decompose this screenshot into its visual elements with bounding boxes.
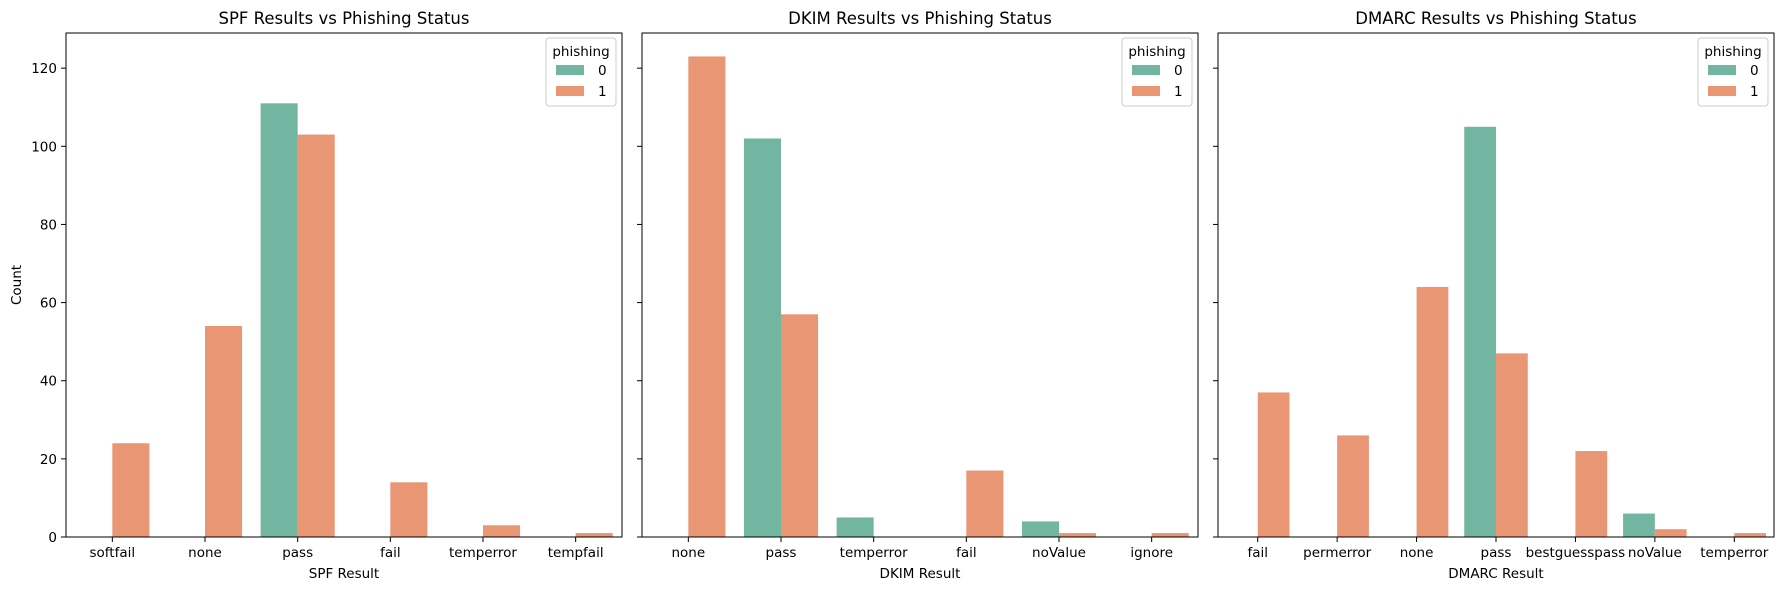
legend-title: phishing [1704,44,1761,60]
legend-swatch-0 [556,65,584,75]
y-tick-label: 40 [40,374,57,390]
bar-noValue-phishing-0 [1021,521,1059,537]
x-tick-label: temperror [840,545,908,561]
legend-title: phishing [1128,44,1185,60]
x-tick-label: fail [380,545,401,561]
x-tick-label: pass [766,545,797,561]
bar-bestguesspass-phishing-1 [1575,451,1608,537]
y-tick-label: 120 [31,61,57,77]
x-tick-label: pass [282,545,313,561]
y-tick-label: 0 [48,530,57,546]
chart-panel-1: 0 20 40 60 80 100 120 softfail none pass fail tempe… [31,9,623,582]
x-tick-label: pass [1481,545,1512,561]
x-tick-label: fail [1247,545,1268,561]
legend-label-0: 0 [1174,63,1183,79]
bar-temperror-phishing-0 [836,517,874,537]
bar-ignore-phishing-1 [1151,533,1189,537]
y-tick-label: 20 [40,452,57,468]
x-tick-label: fail [956,545,977,561]
legend: phishing 0 1 [1121,37,1193,107]
axes-frame [641,32,1199,538]
bar-pass-phishing-1 [1496,353,1528,537]
legend: phishing 0 1 [1697,37,1769,107]
legend-label-0: 0 [1750,63,1759,79]
bar-pass-phishing-0 [743,138,781,538]
bar-pass-phishing-1 [297,134,335,537]
y-tick-label: 100 [31,139,57,155]
bar-permerror-phishing-1 [1337,435,1369,537]
bar-noValue-phishing-0 [1623,513,1655,537]
bar-pass-phishing-0 [260,103,298,537]
bar-softfail-phishing-1 [112,443,150,537]
bar-none-phishing-1 [688,56,726,537]
y-tick-label: 60 [40,296,57,312]
x-tick-label: softfail [90,545,136,561]
bar-none-phishing-1 [205,326,243,537]
bar-fail-phishing-1 [1257,392,1290,537]
x-tick-label: none [1400,545,1434,561]
legend-label-1: 1 [1750,84,1759,100]
x-axis-label: SPF Result [309,566,379,582]
x-tick-label: temperror [1700,545,1768,561]
x-tick-label: noValue [1628,545,1682,561]
legend: phishing 0 1 [545,37,617,107]
bar-pass-phishing-0 [1464,126,1496,538]
x-tick-label: temperror [449,545,517,561]
x-tick-label: none [188,545,222,561]
bar-pass-phishing-1 [781,314,819,537]
legend-swatch-1 [556,86,584,96]
x-axis-label: DKIM Result [880,566,961,582]
x-tick-label: bestguesspass [1526,545,1626,561]
axes-frame [65,32,623,538]
legend-label-1: 1 [598,84,607,100]
y-axis-label: Count [9,265,25,305]
y-tick-label: 80 [40,217,57,233]
x-tick-label: ignore [1130,545,1173,561]
x-axis-label: DMARC Result [1448,566,1543,582]
legend-swatch-0 [1132,65,1160,75]
chart-title: DMARC Results vs Phishing Status [1355,9,1636,28]
legend-swatch-0 [1708,65,1736,75]
legend-swatch-1 [1132,86,1160,96]
bar-noValue-phishing-1 [1654,529,1687,537]
x-tick-label: none [671,545,705,561]
bar-temperror-phishing-1 [1734,533,1767,537]
x-tick-label: tempfail [548,545,604,561]
bar-temperror-phishing-1 [483,525,521,537]
x-tick-label: noValue [1032,545,1086,561]
legend-title: phishing [552,44,609,60]
bar-noValue-phishing-1 [1059,533,1097,537]
chart-panel-2: none pass temperror fail noValue ignore DKIM R… [637,9,1199,582]
chart-panel-3: fail permerror none pass bestguesspass noValu… [1213,9,1775,582]
bar-fail-phishing-1 [966,470,1004,537]
legend-label-1: 1 [1174,84,1183,100]
chart-title: SPF Results vs Phishing Status [219,9,470,28]
bar-tempfail-phishing-1 [575,533,613,537]
chart-title: DKIM Results vs Phishing Status [788,9,1052,28]
legend-label-0: 0 [598,63,607,79]
legend-swatch-1 [1708,86,1736,96]
bar-none-phishing-1 [1416,286,1449,537]
bar-fail-phishing-1 [390,482,428,537]
x-tick-label: permerror [1303,545,1371,561]
